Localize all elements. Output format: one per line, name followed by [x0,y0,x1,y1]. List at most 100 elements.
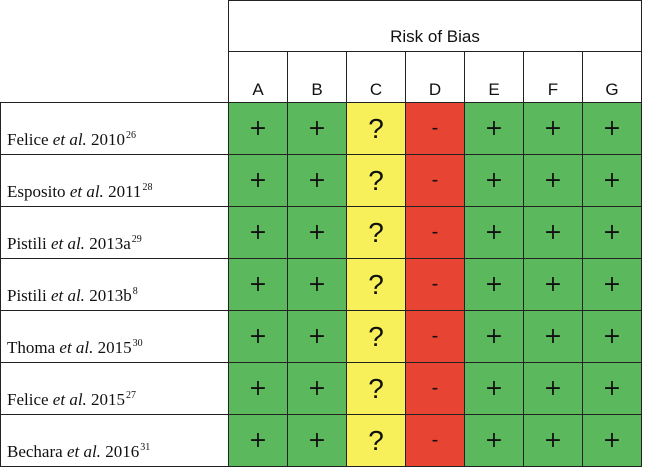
high-risk-cell: - [405,310,465,363]
study-reference: 28 [142,182,153,193]
study-reference: 29 [131,234,142,245]
low-risk-cell: + [582,414,642,467]
low-risk-cell: + [523,258,583,311]
high-risk-cell: - [405,154,465,207]
study-etal: et al. [69,182,104,201]
high-risk-cell: - [405,414,465,467]
low-risk-cell: + [287,414,347,467]
unclear-risk-cell: ? [346,414,406,467]
table-row: Felice et al. 201527 + +? - + + + [0,362,642,415]
low-risk-cell: + [582,206,642,259]
study-reference: 8 [132,286,138,297]
low-risk-cell: + [287,310,347,363]
low-risk-cell: + [287,102,347,155]
risk-of-bias-title: Risk of Bias [228,0,642,52]
unclear-risk-cell: ? [346,258,406,311]
corner-spacer [0,51,229,103]
study-year: 2015 [91,390,126,409]
low-risk-cell: + [464,414,524,467]
corner-spacer [0,0,229,52]
column-header-e: E [464,51,524,103]
low-risk-cell: + [523,310,583,363]
low-risk-cell: + [464,362,524,415]
study-author: Esposito [7,182,66,201]
low-risk-cell: + [523,414,583,467]
unclear-risk-cell: ? [346,310,406,363]
study-etal: et al. [52,130,87,149]
column-header-g: G [582,51,642,103]
low-risk-cell: + [582,102,642,155]
high-risk-cell: - [405,362,465,415]
study-etal: et al. [50,286,85,305]
column-header-a: A [228,51,288,103]
low-risk-cell: + [464,310,524,363]
study-author: Felice [7,130,49,149]
title-row: Risk of Bias [0,0,642,52]
low-risk-cell: + [523,154,583,207]
study-year: 2013a [89,234,131,253]
low-risk-cell: + [523,206,583,259]
column-header-f: F [523,51,583,103]
study-year: 2010 [91,130,126,149]
high-risk-cell: - [405,206,465,259]
column-header-d: D [405,51,465,103]
study-label: Esposito et al. 201128 [0,154,229,207]
study-reference: 27 [126,390,137,401]
column-header-b: B [287,51,347,103]
study-label: Felice et al. 201527 [0,362,229,415]
study-year: 2011 [108,182,142,201]
table-row: Pistili et al. 2013a29 + +? - + + + [0,206,642,259]
study-label: Pistili et al. 2013b8 [0,258,229,311]
study-author: Pistili [7,234,47,253]
low-risk-cell: + [464,258,524,311]
low-risk-cell: + [287,206,347,259]
low-risk-cell: + [464,154,524,207]
low-risk-cell: + [582,154,642,207]
low-risk-cell: + [464,102,524,155]
unclear-risk-cell: ? [346,206,406,259]
study-reference: 30 [132,338,143,349]
low-risk-cell: + [228,154,288,207]
study-etal: et al. [50,234,85,253]
low-risk-cell: + [228,102,288,155]
study-rows: Felice et al. 201026 + +? - + + + Esposito et a… [0,102,642,467]
low-risk-cell: + [228,362,288,415]
study-label: Thoma et al. 201530 [0,310,229,363]
low-risk-cell: + [228,414,288,467]
table-row: Pistili et al. 2013b8 + +? - + + + [0,258,642,311]
unclear-risk-cell: ? [346,154,406,207]
low-risk-cell: + [287,154,347,207]
low-risk-cell: + [523,102,583,155]
column-header-c: C [346,51,406,103]
study-label: Felice et al. 201026 [0,102,229,155]
high-risk-cell: - [405,258,465,311]
study-year: 2013b [89,286,132,305]
study-label: Bechara et al. 201631 [0,414,229,467]
study-etal: et al. [59,338,94,357]
table-row: Esposito et al. 201128 + +? - + + + [0,154,642,207]
high-risk-cell: - [405,102,465,155]
study-etal: et al. [52,390,87,409]
table-row: Thoma et al. 201530 + +? - + + + [0,310,642,363]
unclear-risk-cell: ? [346,102,406,155]
low-risk-cell: + [287,362,347,415]
unclear-risk-cell: ? [346,362,406,415]
study-label: Pistili et al. 2013a29 [0,206,229,259]
low-risk-cell: + [523,362,583,415]
study-author: Felice [7,390,49,409]
study-author: Pistili [7,286,47,305]
low-risk-cell: + [582,258,642,311]
low-risk-cell: + [582,362,642,415]
low-risk-cell: + [582,310,642,363]
study-year: 2015 [97,338,132,357]
study-author: Thoma [7,338,56,357]
study-reference: 31 [140,442,151,453]
low-risk-cell: + [228,206,288,259]
low-risk-cell: + [287,258,347,311]
low-risk-cell: + [228,310,288,363]
low-risk-cell: + [464,206,524,259]
low-risk-cell: + [228,258,288,311]
study-reference: 26 [126,130,137,141]
